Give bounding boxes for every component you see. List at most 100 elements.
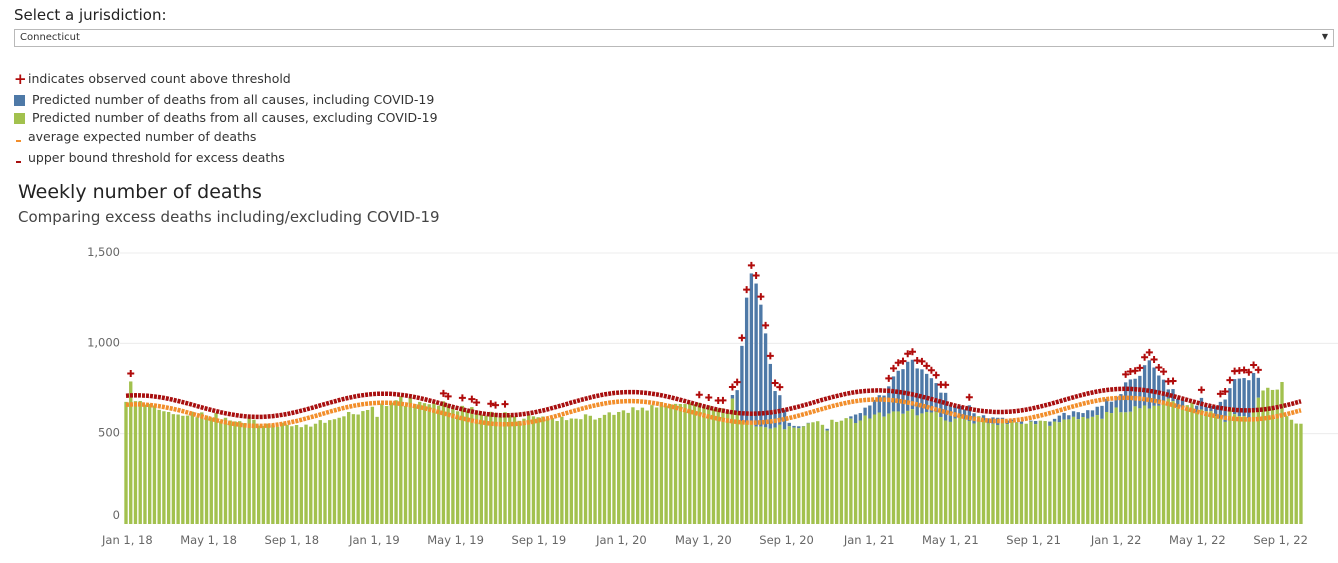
bar-excluding-covid <box>1161 402 1166 524</box>
bar-excluding-covid <box>133 401 138 524</box>
bar-excluding-covid <box>716 408 720 524</box>
bar-excluding-covid <box>1010 421 1014 524</box>
bar-excluding-covid <box>617 411 621 524</box>
above-threshold-marker <box>492 401 500 409</box>
bar-excluding-covid <box>650 405 654 524</box>
bar-including-covid <box>967 405 971 422</box>
x-tick-label: Jan 1, 22 <box>1090 533 1142 547</box>
bar-including-covid <box>901 369 905 414</box>
bar-excluding-covid <box>408 397 412 524</box>
bar-excluding-covid <box>972 423 976 524</box>
bar-excluding-covid <box>1086 418 1090 524</box>
bar-including-covid <box>986 418 990 424</box>
bar-excluding-covid <box>1015 422 1019 524</box>
above-threshold-marker <box>473 399 481 407</box>
bar-excluding-covid <box>247 416 251 524</box>
bar-including-covid <box>1071 411 1076 417</box>
above-threshold-marker <box>965 393 973 401</box>
bar-including-covid <box>1114 396 1118 408</box>
above-threshold-marker <box>468 395 476 403</box>
bar-excluding-covid <box>981 420 986 524</box>
bar-including-covid <box>735 390 739 412</box>
bar-excluding-covid <box>1057 422 1062 524</box>
bar-excluding-covid <box>626 412 630 524</box>
bar-excluding-covid <box>924 411 929 524</box>
bar-including-covid <box>1133 378 1137 407</box>
y-tick-label: 0 <box>113 508 120 522</box>
bar-excluding-covid <box>948 421 953 524</box>
bar-excluding-covid <box>877 412 881 524</box>
bar-excluding-covid <box>1237 416 1242 524</box>
jurisdiction-select[interactable]: Connecticut ▼ <box>14 29 1334 47</box>
bar-excluding-covid <box>403 406 408 524</box>
bar-excluding-covid <box>1005 424 1009 524</box>
bar-including-covid <box>891 376 896 412</box>
bar-excluding-covid <box>849 418 853 524</box>
bar-including-covid <box>1209 405 1213 412</box>
bar-excluding-covid <box>640 407 645 524</box>
bar-including-covid <box>962 409 967 420</box>
x-tick-label: May 1, 18 <box>180 533 237 547</box>
bar-including-covid <box>1015 422 1019 423</box>
above-threshold-marker <box>719 396 727 404</box>
above-threshold-marker <box>766 352 774 360</box>
bar-excluding-covid <box>346 411 351 524</box>
bar-excluding-covid <box>811 422 815 524</box>
bar-excluding-covid <box>839 420 844 524</box>
bar-excluding-covid <box>455 411 460 524</box>
legend-label: upper bound threshold for excess deaths <box>28 150 285 165</box>
bar-excluding-covid <box>991 423 995 524</box>
bar-excluding-covid <box>574 418 578 524</box>
bar-excluding-covid <box>1090 416 1095 524</box>
bar-including-covid <box>787 422 791 427</box>
bar-excluding-covid <box>1133 406 1137 524</box>
bar-excluding-covid <box>1180 408 1185 524</box>
bar-including-covid <box>1086 410 1090 419</box>
bar-excluding-covid <box>1000 419 1005 524</box>
bar-including-covid <box>806 422 810 424</box>
bar-excluding-covid <box>342 416 346 524</box>
above-threshold-marker <box>894 359 902 367</box>
bar-excluding-covid <box>721 408 725 524</box>
bar-excluding-covid <box>318 420 322 524</box>
legend-item-above-threshold: +indicates observed count above threshol… <box>14 70 291 88</box>
bar-excluding-covid <box>380 403 384 524</box>
x-tick-label: May 1, 21 <box>922 533 979 547</box>
bar-including-covid <box>825 428 829 431</box>
bar-excluding-covid <box>1266 387 1270 524</box>
y-tick-label: 1,500 <box>87 245 120 259</box>
bar-excluding-covid <box>545 418 550 524</box>
bar-including-covid <box>1171 389 1175 402</box>
bar-excluding-covid <box>782 429 787 524</box>
bar-including-covid <box>1000 417 1005 420</box>
bar-excluding-covid <box>569 418 574 524</box>
bar-excluding-covid <box>1285 416 1289 524</box>
bar-excluding-covid <box>778 424 782 524</box>
bar-excluding-covid <box>1152 405 1156 524</box>
bar-excluding-covid <box>1071 416 1076 524</box>
bar-excluding-covid <box>399 396 403 524</box>
bar-excluding-covid <box>929 412 934 524</box>
above-threshold-marker <box>1155 363 1163 371</box>
bar-including-covid <box>934 383 938 412</box>
bar-including-covid <box>1128 379 1133 412</box>
bar-excluding-covid <box>730 398 735 524</box>
bar-excluding-covid <box>233 421 237 524</box>
bar-including-covid <box>1048 421 1052 426</box>
bar-excluding-covid <box>759 426 763 524</box>
bar-excluding-covid <box>621 410 626 524</box>
bar-excluding-covid <box>645 410 649 524</box>
legend-label: Predicted number of deaths from all caus… <box>32 110 438 125</box>
bar-excluding-covid <box>754 426 758 524</box>
bar-excluding-covid <box>834 421 839 524</box>
above-threshold-marker <box>771 379 779 387</box>
bar-including-covid <box>1204 406 1208 412</box>
bar-excluding-covid <box>631 407 635 524</box>
bar-excluding-covid <box>351 414 356 524</box>
bar-excluding-covid <box>1204 411 1208 524</box>
bar-excluding-covid <box>290 426 294 524</box>
bar-excluding-covid <box>792 427 796 524</box>
above-threshold-marker <box>1160 368 1168 376</box>
bar-excluding-covid <box>915 415 919 524</box>
threshold-line <box>125 386 1302 420</box>
